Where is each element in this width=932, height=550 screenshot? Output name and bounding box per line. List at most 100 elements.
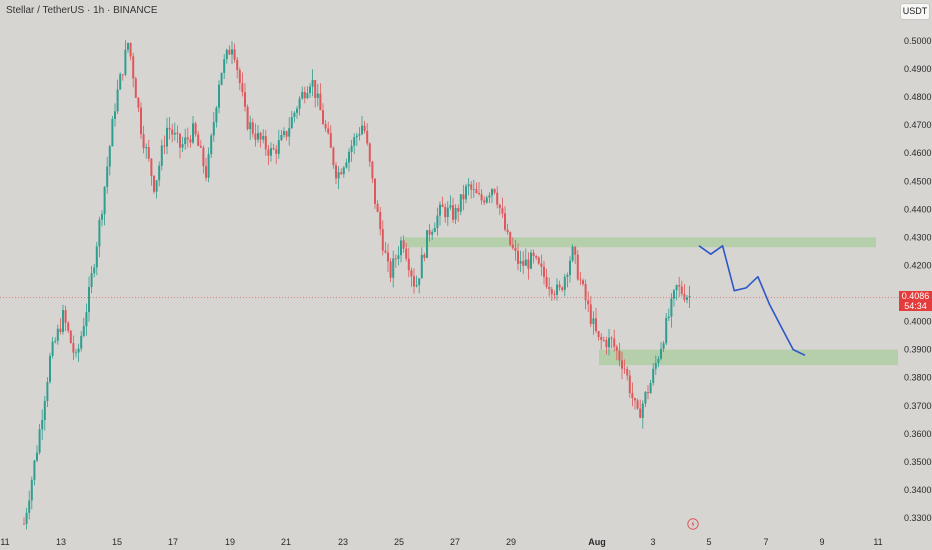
candle (267, 144, 270, 166)
candle (290, 110, 293, 129)
candle (498, 203, 501, 216)
support-zone[interactable] (599, 349, 898, 366)
candle (163, 135, 166, 154)
candle (194, 121, 197, 137)
candle (342, 165, 345, 178)
x-tick-label: 21 (281, 537, 291, 547)
candle (64, 305, 67, 332)
candle (600, 333, 603, 350)
candle (327, 121, 330, 135)
candle (678, 276, 681, 297)
lightning-icon[interactable] (687, 518, 699, 530)
candle (353, 133, 356, 155)
candle (176, 125, 179, 144)
x-tick-label: 11 (873, 537, 882, 547)
x-tick-label: Aug (588, 537, 606, 547)
candle (631, 382, 634, 407)
candle (259, 131, 262, 148)
candle (420, 247, 423, 279)
candle (566, 272, 569, 288)
x-tick-label: 19 (225, 537, 235, 547)
candle (309, 83, 311, 98)
symbol-title: Stellar / TetherUS · 1h · BINANCE (6, 5, 158, 16)
candle (535, 254, 538, 261)
candle (348, 148, 350, 172)
resistance-zone[interactable] (404, 237, 876, 248)
currency-button[interactable]: USDT (900, 3, 930, 20)
candle (654, 355, 657, 375)
candle (168, 116, 171, 140)
candle (363, 120, 366, 134)
candle (280, 129, 283, 142)
candle (340, 168, 343, 175)
candle (472, 179, 475, 198)
candle (301, 86, 304, 100)
candle (462, 184, 465, 211)
candle (246, 104, 249, 131)
candle (51, 336, 54, 359)
candle (452, 197, 454, 224)
candle (160, 139, 163, 171)
candle (95, 241, 98, 276)
candle (537, 256, 540, 265)
candle (639, 399, 642, 419)
candle (543, 260, 545, 285)
candle (514, 239, 517, 261)
candle (72, 335, 75, 360)
candle (592, 311, 595, 335)
y-tick-label: 0.4600 (904, 148, 932, 158)
candle (527, 252, 530, 280)
candle (171, 123, 174, 143)
y-tick-label: 0.4700 (904, 120, 932, 130)
candle (366, 123, 369, 146)
candle (545, 268, 548, 289)
candle (410, 267, 413, 287)
y-tick-label: 0.5000 (904, 36, 932, 46)
candle (270, 142, 272, 162)
candle (59, 318, 62, 335)
candle (179, 133, 181, 159)
candle (33, 459, 36, 486)
bar-countdown: 54:34 (904, 301, 927, 311)
x-tick-label: 13 (56, 537, 66, 547)
candle (647, 385, 649, 400)
candle (298, 96, 301, 116)
candle (114, 103, 116, 127)
candle (436, 207, 439, 236)
y-tick-label: 0.4300 (904, 232, 932, 242)
candle (623, 359, 626, 374)
y-tick-label: 0.4500 (904, 176, 932, 186)
candle (392, 250, 395, 288)
candle (610, 336, 613, 349)
candle (192, 115, 194, 145)
candle (329, 125, 332, 148)
candle (166, 117, 168, 155)
candle (272, 143, 275, 151)
candle (111, 115, 114, 147)
candle (101, 210, 103, 227)
candle (579, 272, 582, 286)
candle (670, 293, 673, 328)
candle (56, 324, 59, 345)
candle (407, 247, 410, 278)
y-tick-label: 0.3600 (904, 429, 932, 439)
candle (119, 72, 122, 90)
candle (228, 45, 231, 55)
candle (634, 397, 636, 410)
candle (444, 203, 447, 223)
x-tick-label: 9 (819, 537, 824, 547)
candle (28, 490, 31, 520)
candle (644, 390, 647, 408)
candle (608, 329, 610, 356)
candle (314, 79, 317, 108)
candle (423, 252, 426, 262)
candle (446, 201, 449, 226)
candle (303, 86, 306, 104)
candle (80, 330, 83, 352)
candle (249, 115, 252, 140)
candle (662, 340, 665, 352)
forecast-path[interactable] (698, 245, 806, 357)
candle (350, 139, 353, 162)
candle (332, 146, 335, 169)
